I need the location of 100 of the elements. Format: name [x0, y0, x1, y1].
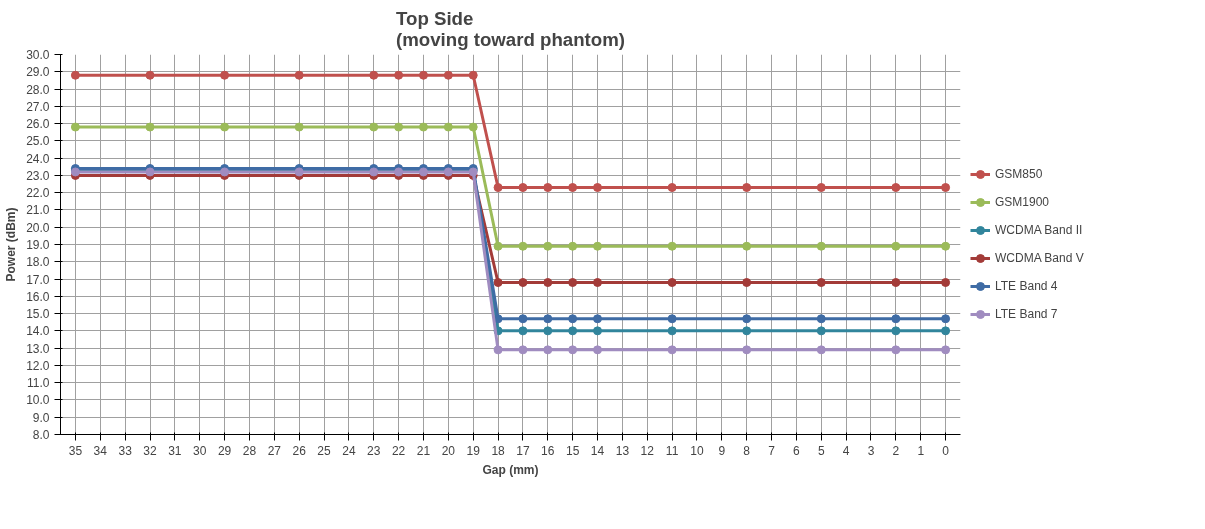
legend-label: LTE Band 4: [995, 279, 1058, 293]
y-tick-label: 25.0: [26, 134, 50, 149]
x-tick-label: 19: [466, 443, 481, 458]
point: [443, 122, 453, 132]
point: [891, 314, 901, 324]
x-tick-label: 32: [143, 443, 157, 458]
point: [543, 278, 553, 287]
point: [468, 70, 478, 80]
point: [543, 326, 553, 336]
point: [941, 241, 951, 251]
point: [518, 183, 528, 192]
y-tick-label: 11.0: [27, 376, 50, 391]
point: [294, 70, 304, 80]
point: [816, 278, 826, 287]
point: [941, 183, 951, 192]
y-tick-label: 16.0: [26, 289, 50, 304]
point: [369, 122, 379, 132]
x-tick-label: 17: [516, 443, 530, 458]
point: [941, 278, 951, 287]
y-tick-label: 8.0: [32, 428, 50, 442]
point: [493, 183, 503, 192]
point: [145, 122, 155, 132]
x-tick-label: 21: [416, 443, 431, 458]
point: [667, 345, 677, 355]
point: [742, 278, 752, 287]
point: [220, 70, 230, 80]
point: [493, 278, 503, 287]
point: [568, 314, 578, 324]
point: [742, 183, 752, 192]
x-tick-label: 4: [842, 443, 850, 458]
x-tick-label: 30: [193, 443, 207, 458]
point: [568, 183, 578, 192]
y-tick-label: 10.0: [26, 393, 50, 408]
y-tick-label: 28.0: [26, 82, 50, 97]
x-tick-label: 22: [391, 443, 406, 458]
point: [493, 241, 503, 251]
legend-label: WCDMA Band II: [995, 223, 1083, 237]
x-axis-title: Gap (mm): [482, 462, 539, 477]
y-tick-label: 18.0: [26, 255, 50, 270]
point: [468, 122, 478, 132]
point: [568, 278, 578, 287]
point: [369, 70, 379, 80]
x-tick-label: 10: [690, 443, 704, 458]
point: [70, 122, 80, 132]
x-tick-label: 11: [665, 443, 679, 458]
x-tick-label: 18: [491, 443, 506, 458]
x-tick-label: 9: [718, 443, 726, 458]
point: [941, 345, 951, 355]
point: [493, 345, 503, 355]
point: [816, 314, 826, 324]
y-axis-title: Power (dBm): [4, 207, 19, 282]
point: [568, 345, 578, 355]
y-tick-label: 21.0: [26, 203, 50, 218]
point: [394, 70, 404, 80]
point: [593, 326, 603, 336]
point: [518, 278, 528, 287]
point: [568, 241, 578, 251]
point: [518, 314, 528, 324]
point: [816, 345, 826, 355]
x-tick-label: 6: [793, 443, 801, 458]
point: [941, 326, 951, 336]
point: [543, 345, 553, 355]
y-tick-label: 19.0: [26, 238, 50, 252]
point: [220, 122, 230, 132]
x-tick-label: 2: [892, 443, 900, 458]
point: [70, 70, 80, 80]
x-tick-label: 13: [615, 443, 630, 458]
x-tick-label: 5: [817, 443, 825, 458]
point: [891, 241, 901, 251]
legend-label: LTE Band 7: [995, 307, 1058, 321]
point: [593, 345, 603, 355]
chart-title: Top Side (moving toward phantom): [395, 7, 626, 50]
x-tick-label: 0: [942, 443, 950, 458]
point: [543, 314, 553, 324]
point: [593, 278, 603, 287]
x-tick-label: 29: [217, 443, 232, 458]
x-tick-label: 3: [867, 443, 875, 458]
point: [418, 70, 428, 80]
point: [742, 241, 752, 251]
y-tick-label: 14.0: [26, 324, 50, 339]
y-tick-label: 24.0: [26, 151, 50, 166]
point: [742, 326, 752, 336]
y-tick-label: 17.0: [26, 272, 50, 287]
y-tick-label: 9.0: [32, 410, 50, 425]
point: [593, 183, 603, 192]
point: [593, 241, 603, 251]
point: [145, 70, 155, 80]
point: [816, 183, 826, 192]
y-tick-label: 20.0: [26, 220, 50, 235]
point: [593, 314, 603, 324]
y-tick-label: 30.0: [26, 48, 50, 62]
point: [518, 345, 528, 355]
point: [742, 345, 752, 355]
y-tick-label: 15.0: [26, 307, 50, 322]
x-tick-label: 27: [267, 443, 282, 458]
point: [518, 241, 528, 251]
point: [941, 314, 951, 324]
point: [667, 183, 677, 192]
point: [667, 326, 677, 336]
x-tick-label: 16: [541, 443, 555, 458]
